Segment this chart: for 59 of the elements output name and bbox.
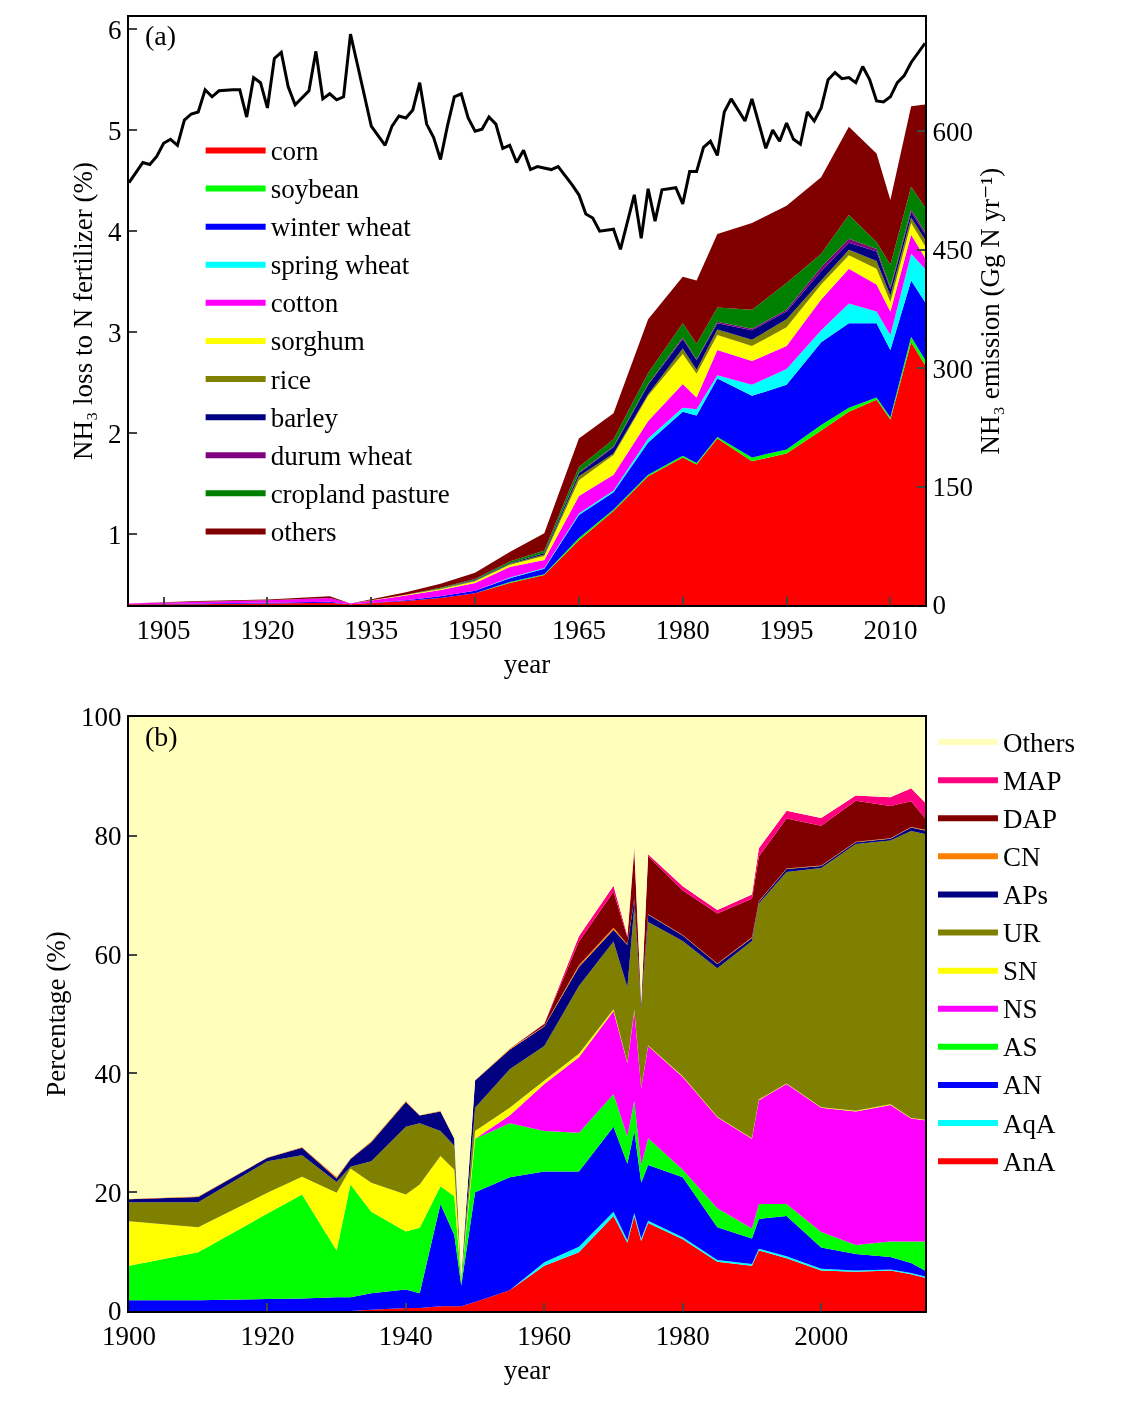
legend-label: AqA (1002, 1108, 1056, 1139)
x-tick-label: 1965 (551, 615, 606, 646)
x-tick-label: 1980 (655, 615, 710, 646)
x-tick-label: 1960 (517, 1321, 572, 1352)
legend-label: SN (1002, 956, 1038, 987)
x-tick-label: 2010 (863, 615, 918, 646)
legend-label: DAP (1002, 803, 1057, 834)
y2-tick-label: 150 (932, 472, 973, 503)
legend-label: spring wheat (270, 250, 410, 281)
x-tick-label: 1980 (655, 1321, 710, 1352)
y-axis-title: Percentage (%) (40, 931, 71, 1097)
x-axis-title: year (503, 649, 551, 680)
legend-label: UR (1002, 918, 1041, 949)
x-tick-label: 1950 (448, 615, 503, 646)
chart-title: (b) (144, 720, 178, 752)
x-tick-label: 1940 (378, 1321, 433, 1352)
legend-label: Others (1002, 727, 1075, 758)
legend-label: soybean (270, 174, 360, 205)
x-axis-title: year (503, 1355, 551, 1386)
legend-label: cotton (270, 288, 339, 319)
y2-tick-label: 300 (932, 353, 973, 384)
legend-label: rice (270, 364, 312, 395)
y-tick-label: 1 (108, 519, 122, 550)
legend-label: CN (1002, 841, 1041, 872)
y2-axis-title: NH₃ emission (Gg N yr⁻¹) (974, 167, 1005, 455)
y-tick-label: 6 (108, 14, 122, 45)
y-tick-label: 40 (94, 1058, 122, 1089)
y-tick-label: 4 (108, 216, 123, 247)
legend-label: AS (1002, 1032, 1038, 1063)
x-tick-label: 1920 (240, 1321, 295, 1352)
y2-tick-label: 600 (932, 116, 973, 147)
x-tick-label: 1995 (759, 615, 814, 646)
y-tick-label: 60 (94, 940, 122, 971)
legend-label: NS (1002, 994, 1038, 1025)
legend-label: cropland pasture (270, 478, 450, 509)
y2-tick-label: 450 (932, 235, 973, 266)
x-tick-label: 1905 (136, 615, 191, 646)
legend-label: durum wheat (270, 440, 413, 471)
y-tick-label: 5 (108, 115, 122, 146)
x-tick-label: 1920 (240, 615, 295, 646)
legend-label: sorghum (270, 326, 365, 357)
legend-label: winter wheat (270, 212, 412, 243)
chart-title: (a) (144, 20, 176, 52)
legend-label: MAP (1002, 765, 1062, 796)
legend-label: AN (1002, 1070, 1042, 1101)
x-tick-label: 1935 (344, 615, 399, 646)
y-tick-label: 20 (94, 1177, 122, 1208)
x-tick-label: 2000 (794, 1321, 849, 1352)
y2-tick-label: 0 (932, 590, 946, 621)
y-axis-title: NH₃ loss to N fertilizer (%) (67, 161, 98, 461)
y-tick-label: 2 (108, 418, 122, 449)
y-tick-label: 80 (94, 821, 122, 852)
legend-label: APs (1002, 879, 1048, 910)
y-tick-label: 100 (81, 702, 122, 733)
y-tick-label: 3 (108, 317, 122, 348)
legend-label: barley (270, 402, 339, 433)
legend-label: corn (270, 135, 320, 166)
legend-label: AnA (1002, 1146, 1056, 1177)
legend-label: others (270, 516, 337, 547)
